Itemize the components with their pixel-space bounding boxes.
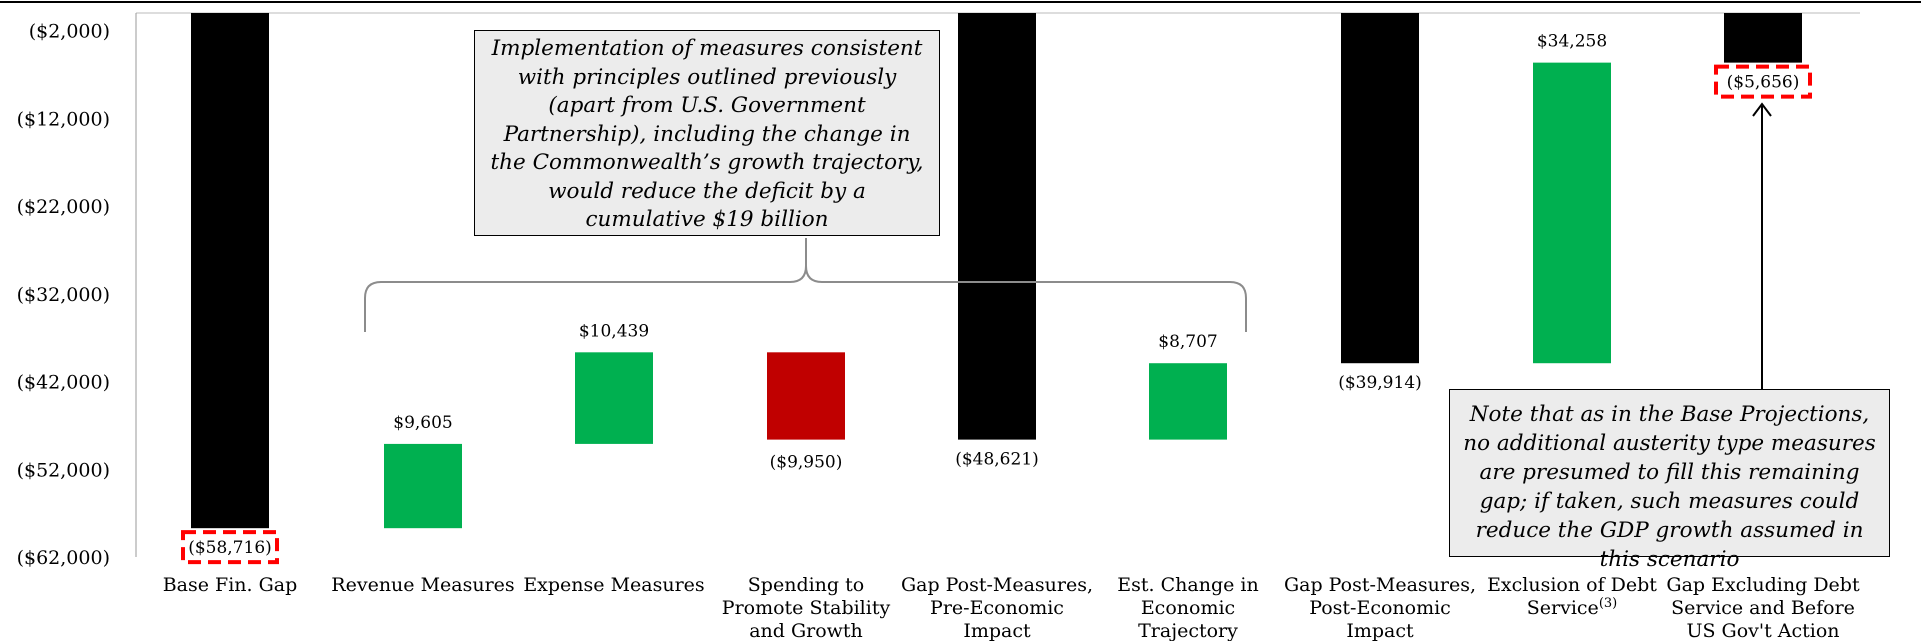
category-label: Gap Excluding Debt [1666, 574, 1860, 596]
category-label: Pre-Economic [930, 597, 1064, 619]
bar [1149, 363, 1227, 440]
data-label: ($5,656) [1727, 73, 1800, 93]
category-axis: Base Fin. Gap Revenue Measures Expense Mea… [163, 574, 1860, 641]
data-labels: ($58,716) $9,605 $10,439 ($9,950) ($48,621) $… [181, 32, 1812, 565]
callout-austerity-note: Note that as in the Base Projections, no… [1449, 389, 1890, 572]
category-label: and Growth [749, 620, 863, 641]
data-label: $10,439 [579, 321, 649, 341]
category-label: Revenue Measures [331, 574, 514, 596]
data-label: ($58,716) [188, 538, 272, 558]
data-label: $8,707 [1158, 332, 1217, 352]
bar [575, 352, 653, 444]
category-label: Post-Economic [1309, 597, 1451, 619]
y-tick-label: ($32,000) [17, 284, 110, 306]
y-tick-label: ($62,000) [17, 547, 110, 569]
bar [767, 352, 845, 440]
y-tick-label: ($2,000) [29, 21, 110, 43]
data-label: ($48,621) [955, 450, 1039, 470]
y-axis: ($2,000) ($12,000) ($22,000) ($32,000) ($42,… [17, 21, 110, 569]
category-label: Gap Post-Measures, [901, 574, 1093, 596]
bar [1341, 13, 1419, 364]
bar [384, 443, 462, 529]
category-label: Impact [963, 620, 1031, 641]
bars [191, 13, 1802, 529]
note-arrow-head [1752, 102, 1772, 117]
category-label: Service and Before [1671, 597, 1855, 619]
category-label: US Gov't Action [1686, 620, 1839, 641]
category-label: Impact [1346, 620, 1414, 641]
data-label: $9,605 [393, 413, 452, 433]
category-label: Exclusion of Debt [1487, 574, 1657, 596]
y-tick-label: ($12,000) [17, 108, 110, 130]
data-label: $34,258 [1537, 32, 1607, 52]
y-tick-label: ($42,000) [17, 372, 110, 394]
category-label: Promote Stability [722, 597, 891, 619]
category-label: Est. Change in [1117, 574, 1258, 596]
category-label: Gap Post-Measures, [1284, 574, 1476, 596]
highlight-box [181, 530, 279, 565]
category-label: Trajectory [1138, 620, 1238, 641]
category-label: Spending to [748, 574, 864, 596]
category-label: Service(3) [1527, 596, 1617, 620]
data-label: ($39,914) [1338, 373, 1422, 393]
y-tick-label: ($22,000) [17, 196, 110, 218]
bracket [364, 238, 1247, 332]
footnote-superscript: (3) [1599, 596, 1617, 611]
bar [191, 13, 269, 529]
data-label: ($9,950) [770, 453, 843, 473]
bar [1724, 13, 1802, 63]
bar [958, 13, 1036, 440]
category-label: Expense Measures [523, 574, 704, 596]
bar [1533, 62, 1611, 364]
y-tick-label: ($52,000) [17, 459, 110, 481]
highlight-box [1714, 64, 1812, 99]
category-label: Base Fin. Gap [163, 574, 298, 596]
callout-reduce-deficit: Implementation of measures consistent wi… [474, 30, 940, 236]
category-label: Economic [1141, 597, 1235, 619]
